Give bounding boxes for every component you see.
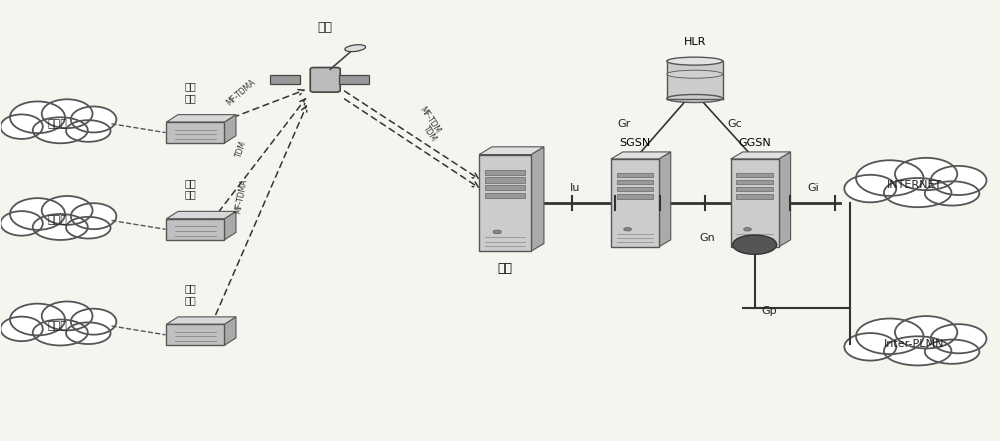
Polygon shape <box>731 152 791 159</box>
Ellipse shape <box>895 158 957 190</box>
FancyBboxPatch shape <box>166 324 224 345</box>
FancyBboxPatch shape <box>485 185 525 191</box>
Circle shape <box>744 228 751 231</box>
Text: Inter-PLMN: Inter-PLMN <box>884 339 945 348</box>
Ellipse shape <box>10 198 65 230</box>
Ellipse shape <box>71 203 116 229</box>
Ellipse shape <box>931 324 986 353</box>
Polygon shape <box>224 211 236 240</box>
Ellipse shape <box>0 211 43 235</box>
Ellipse shape <box>925 340 979 364</box>
Text: INTERNET: INTERNET <box>887 180 942 191</box>
Polygon shape <box>166 317 236 324</box>
Ellipse shape <box>33 117 88 143</box>
Text: MF-TDMA: MF-TDMA <box>225 77 258 107</box>
Polygon shape <box>779 152 791 247</box>
Text: 局域网: 局域网 <box>48 216 68 225</box>
Text: Gr: Gr <box>618 119 631 129</box>
Text: SGSN: SGSN <box>619 138 650 148</box>
Polygon shape <box>531 147 544 251</box>
Text: Gc: Gc <box>728 119 742 129</box>
Text: HLR: HLR <box>684 37 706 47</box>
Text: 卫星: 卫星 <box>318 21 333 34</box>
FancyBboxPatch shape <box>617 194 653 198</box>
Ellipse shape <box>42 99 93 128</box>
Circle shape <box>733 235 777 254</box>
Polygon shape <box>166 211 236 219</box>
FancyBboxPatch shape <box>166 219 224 240</box>
FancyBboxPatch shape <box>310 67 340 92</box>
Ellipse shape <box>10 101 65 133</box>
FancyBboxPatch shape <box>485 177 525 183</box>
Text: 卫星
终端: 卫星 终端 <box>185 178 196 199</box>
Text: 主站: 主站 <box>497 262 512 275</box>
FancyBboxPatch shape <box>736 172 773 177</box>
FancyBboxPatch shape <box>485 193 525 198</box>
Ellipse shape <box>345 45 366 52</box>
FancyBboxPatch shape <box>731 159 779 247</box>
Ellipse shape <box>42 196 93 225</box>
Ellipse shape <box>844 175 896 202</box>
Ellipse shape <box>667 57 723 65</box>
FancyBboxPatch shape <box>479 154 531 251</box>
FancyBboxPatch shape <box>339 75 369 84</box>
Text: 卫星
终端: 卫星 终端 <box>185 81 196 103</box>
Polygon shape <box>659 152 671 247</box>
Ellipse shape <box>856 318 924 354</box>
Text: 局域网: 局域网 <box>48 321 68 331</box>
Text: TDM: TDM <box>422 124 439 144</box>
Ellipse shape <box>925 181 979 206</box>
Ellipse shape <box>667 70 723 78</box>
FancyBboxPatch shape <box>166 122 224 143</box>
Ellipse shape <box>844 333 896 361</box>
Ellipse shape <box>931 166 986 195</box>
Polygon shape <box>166 115 236 122</box>
Ellipse shape <box>33 214 88 240</box>
Text: MF-TDM: MF-TDM <box>418 105 442 135</box>
FancyBboxPatch shape <box>736 194 773 198</box>
Text: 卫星
终端: 卫星 终端 <box>185 283 196 305</box>
Polygon shape <box>611 152 671 159</box>
Polygon shape <box>479 147 544 154</box>
FancyBboxPatch shape <box>270 75 300 84</box>
FancyBboxPatch shape <box>617 179 653 184</box>
Polygon shape <box>224 115 236 143</box>
Ellipse shape <box>66 217 111 239</box>
Ellipse shape <box>71 309 116 335</box>
FancyBboxPatch shape <box>485 169 525 175</box>
Ellipse shape <box>71 106 116 132</box>
Text: Gn: Gn <box>700 233 715 243</box>
Ellipse shape <box>66 322 111 344</box>
Text: TDM: TDM <box>234 140 248 159</box>
Text: Iu: Iu <box>570 183 580 193</box>
Ellipse shape <box>884 336 951 366</box>
Circle shape <box>493 230 501 234</box>
Bar <box>667 61 723 98</box>
Text: Gi: Gi <box>808 183 819 193</box>
Ellipse shape <box>856 160 924 196</box>
Circle shape <box>624 228 631 231</box>
FancyBboxPatch shape <box>736 179 773 184</box>
Ellipse shape <box>0 317 43 341</box>
Text: 局域网: 局域网 <box>48 119 68 129</box>
Ellipse shape <box>0 114 43 139</box>
FancyBboxPatch shape <box>736 187 773 191</box>
Ellipse shape <box>10 304 65 335</box>
Text: Gp: Gp <box>762 306 777 316</box>
FancyBboxPatch shape <box>617 187 653 191</box>
Ellipse shape <box>667 94 723 102</box>
Ellipse shape <box>42 302 93 330</box>
Text: MF-TDMA: MF-TDMA <box>234 178 249 214</box>
Ellipse shape <box>66 120 111 142</box>
Text: GGSN: GGSN <box>738 138 771 148</box>
Ellipse shape <box>895 316 957 348</box>
FancyBboxPatch shape <box>611 159 659 247</box>
Ellipse shape <box>884 178 951 207</box>
Polygon shape <box>224 317 236 345</box>
FancyBboxPatch shape <box>617 172 653 177</box>
Ellipse shape <box>33 320 88 345</box>
